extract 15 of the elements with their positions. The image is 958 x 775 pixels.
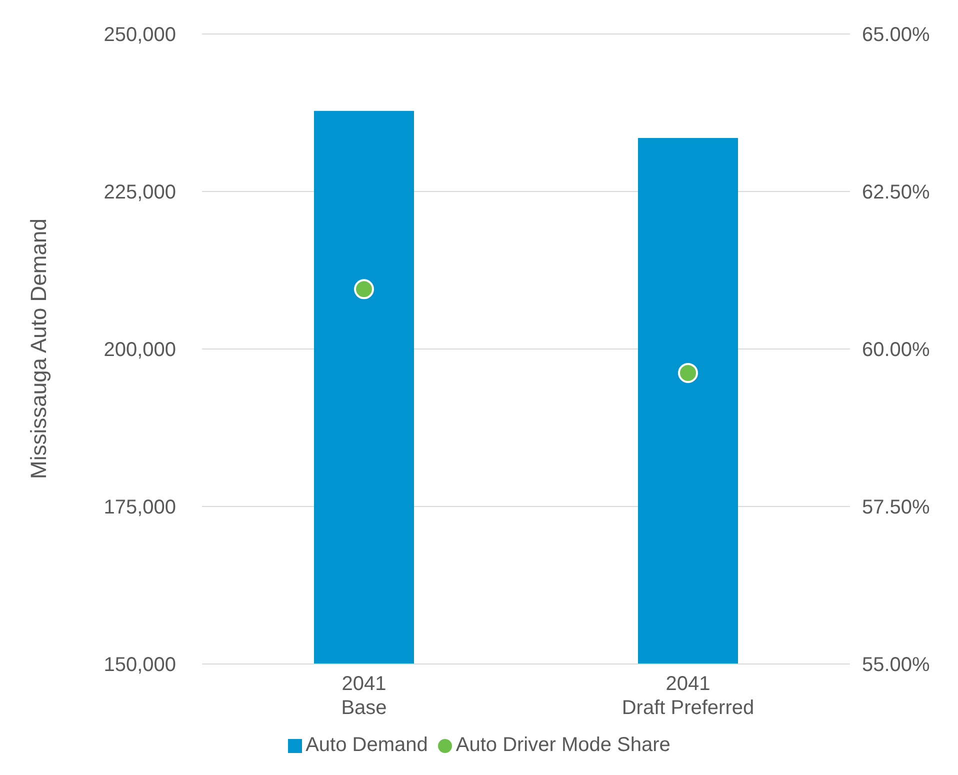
y-tick-label: 225,000: [104, 182, 176, 204]
y-tick-label: 200,000: [104, 339, 176, 362]
y2-tick-label: 60.00%: [862, 339, 930, 362]
legend-label: Auto Driver Mode Share: [456, 734, 670, 756]
y2-tick-label: 65.00%: [862, 24, 930, 46]
x-tick-label: 2041 Draft Preferred: [622, 673, 754, 719]
legend-label: Auto Demand: [306, 734, 428, 756]
y-tick-label: 250,000: [104, 24, 176, 46]
x-tick-label: 2041 Base: [341, 673, 387, 719]
y-tick-label: 150,000: [104, 654, 176, 676]
y-axis-title: Mississauga Auto Demand: [26, 218, 51, 479]
y2-tick-label: 62.50%: [862, 182, 930, 204]
y2-tick-label: 55.00%: [862, 654, 930, 676]
y-tick-label: 175,000: [104, 496, 176, 519]
y2-tick-label: 57.50%: [862, 496, 930, 519]
